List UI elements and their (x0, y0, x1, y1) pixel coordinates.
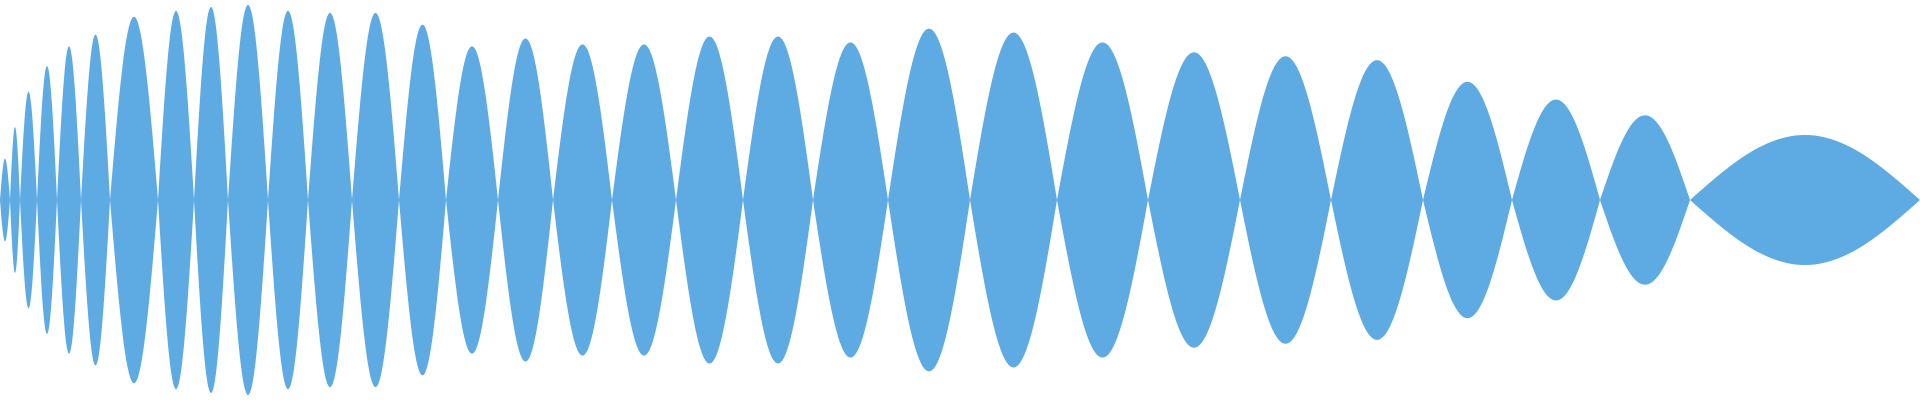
waveform-lobe (268, 10, 308, 390)
waveform-lobe (676, 36, 743, 364)
waveform-lobe (1331, 60, 1423, 340)
waveform-lobe (813, 42, 888, 358)
waveform-lobe (498, 38, 553, 362)
waveform-lobe (20, 91, 37, 309)
waveform-lobe (399, 24, 446, 376)
waveform-lobe (352, 12, 399, 388)
waveform-lobe (743, 36, 813, 364)
waveform-lobe (158, 10, 194, 390)
waveform-lobe (10, 127, 20, 273)
waveform-lobe (228, 4, 268, 396)
waveform-lobe (1690, 134, 1920, 266)
waveform-lobe (1057, 42, 1148, 358)
waveform-lobe (1240, 56, 1331, 344)
waveform-lobe (1148, 52, 1240, 348)
waveform-lobe (194, 6, 228, 394)
waveform-lobe (0, 158, 10, 242)
waveform-lobes (0, 4, 1920, 396)
waveform-lobe (1423, 81, 1512, 319)
waveform-lobe (57, 46, 81, 354)
waveform-lobe (110, 16, 158, 384)
waveform-lobe (81, 34, 110, 366)
waveform-lobe (446, 46, 498, 354)
waveform-lobe (308, 12, 352, 388)
waveform-lobe (553, 44, 612, 356)
waveform-lobe (888, 28, 970, 372)
waveform-lobe (1512, 99, 1600, 301)
waveform-lobe (1600, 115, 1690, 285)
waveform-lobe (37, 66, 57, 334)
waveform-lobe (970, 32, 1057, 368)
waveform-lobe (612, 44, 676, 356)
